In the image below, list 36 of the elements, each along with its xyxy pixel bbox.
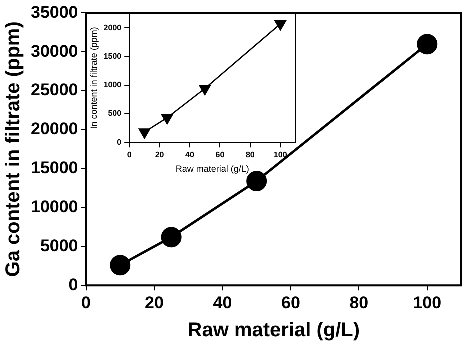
point [110,255,131,276]
y-tick-label: 15000 [30,158,78,178]
point [417,34,438,55]
y-tick-label: 30000 [30,42,78,61]
x-tick-label: 40 [213,293,232,312]
x-tick-label: 40 [186,150,195,160]
x-tick-label: 0 [127,150,132,160]
y-tick-label: 500 [108,109,122,118]
x-axis-title: Raw material (g/L) [188,320,360,342]
y-tick-label: 1500 [104,52,122,61]
x-tick-label: 0 [82,293,92,312]
y-tick-label: 0 [68,275,78,294]
x-tick-label: 20 [145,293,164,312]
x-axis-title: Raw material (g/L) [176,164,250,174]
y-tick-label: 35000 [30,2,78,22]
x-tick-label: 100 [413,293,442,312]
y-axis-title: In content in filtrate (ppm) [88,27,99,130]
point [161,227,182,248]
y-tick-label: 25000 [30,80,78,100]
x-tick-label: 80 [246,150,256,160]
y-tick-label: 5000 [40,236,78,256]
y-axis-title: Ga content in filtrate (ppm) [2,22,25,278]
x-tick-label: 80 [350,293,369,312]
point [138,128,151,139]
x-tick-label: 60 [216,150,226,160]
point [274,20,286,31]
point [199,85,211,96]
x-tick-label: 60 [281,293,300,312]
x-tick-label: 20 [155,150,165,160]
y-tick-label: 1000 [104,80,122,90]
y-tick-label: 0 [117,138,122,147]
y-tick-label: 2000 [104,23,122,32]
y-tick-label: 20000 [30,120,78,139]
point [162,114,174,125]
y-tick-label: 10000 [30,197,78,216]
x-tick-label: 100 [274,150,288,160]
